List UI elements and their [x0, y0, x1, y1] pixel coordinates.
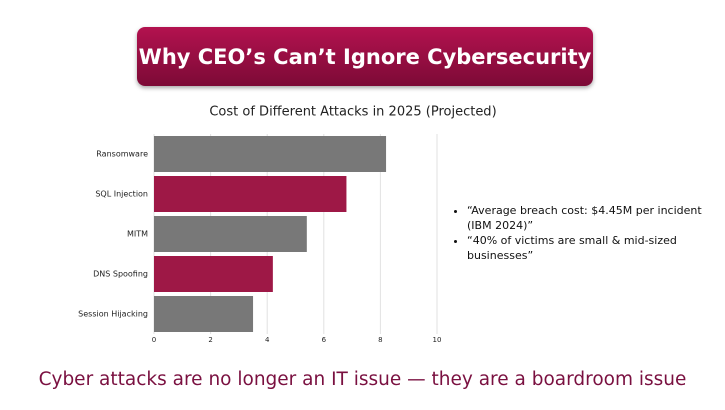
y-tick-label: Ransomware — [96, 150, 148, 159]
y-tick-label: SQL Injection — [95, 190, 148, 199]
note: “40% of victims are small & mid-sized bu… — [467, 233, 725, 263]
y-tick-label: Session Hijacking — [78, 310, 148, 319]
bar — [154, 136, 387, 172]
y-tick-label: MITM — [127, 230, 148, 239]
x-tick-label: 8 — [378, 336, 382, 344]
bar — [154, 296, 254, 332]
bar — [154, 176, 347, 212]
x-tick-label: 0 — [152, 336, 156, 344]
footer: Cyber attacks are no longer an IT issue … — [38, 369, 687, 390]
x-tick-label: 4 — [265, 336, 270, 344]
x-tick-label: 2 — [208, 336, 212, 344]
note: “Average breach cost: $4.45M per inciden… — [467, 203, 725, 233]
notes: “Average breach cost: $4.45M per inciden… — [452, 203, 725, 263]
bar — [154, 256, 273, 292]
y-tick-label: DNS Spoofing — [93, 270, 148, 279]
bar — [154, 216, 307, 252]
chart-title: Cost of Different Attacks in 2025 (Proje… — [209, 105, 496, 120]
x-tick-label: 10 — [433, 336, 442, 344]
x-tick-label: 6 — [322, 336, 327, 344]
slide-title: Why CEO’s Can’t Ignore Cybersecurity — [137, 27, 593, 86]
